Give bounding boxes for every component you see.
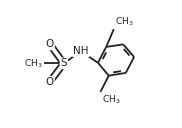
Text: NH: NH xyxy=(73,46,89,56)
Text: CH$_3$: CH$_3$ xyxy=(115,15,134,28)
Text: CH$_3$: CH$_3$ xyxy=(24,57,43,70)
Text: CH$_3$: CH$_3$ xyxy=(102,93,120,106)
Text: O: O xyxy=(46,77,54,87)
Text: S: S xyxy=(60,58,67,68)
Text: O: O xyxy=(46,39,54,49)
